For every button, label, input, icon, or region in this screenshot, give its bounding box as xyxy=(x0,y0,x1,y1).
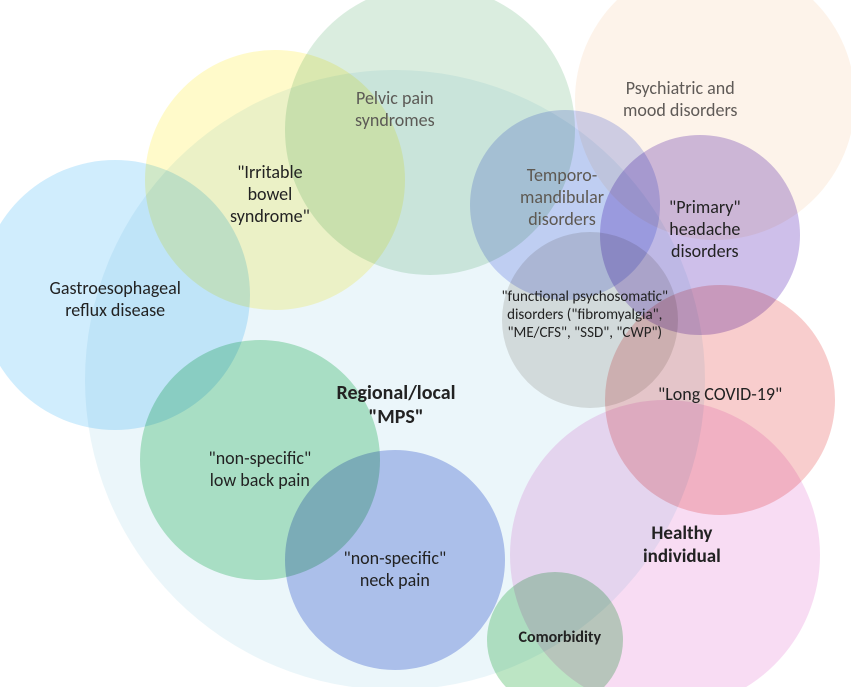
label-psych: Psychiatric and mood disorders xyxy=(623,78,737,122)
label-pelvic: Pelvic pain syndromes xyxy=(355,88,435,132)
label-neck: "non-specific" neck pain xyxy=(344,548,447,592)
label-mps1: Regional/local xyxy=(337,381,456,405)
label-gerd: Gastroesophageal reflux disease xyxy=(50,278,181,322)
label-mps2: "MPS" xyxy=(369,405,424,429)
label-healthy: Healthy individual xyxy=(643,522,721,568)
label-longcovid: "Long COVID-19" xyxy=(658,384,782,406)
label-headache: "Primary" headache disorders xyxy=(669,197,741,263)
label-ibs: "Irritable bowel syndrome" xyxy=(230,162,310,228)
label-tmd: Temporo- mandibular disorders xyxy=(520,165,604,231)
diagram-stage: Pelvic pain syndromes Psychiatric and moo… xyxy=(0,0,851,687)
label-func: "functional psychosomatic" disorders ("f… xyxy=(502,288,669,343)
label-lbp: "non-specific" low back pain xyxy=(209,448,312,492)
label-comorb: Comorbidity xyxy=(519,628,602,648)
